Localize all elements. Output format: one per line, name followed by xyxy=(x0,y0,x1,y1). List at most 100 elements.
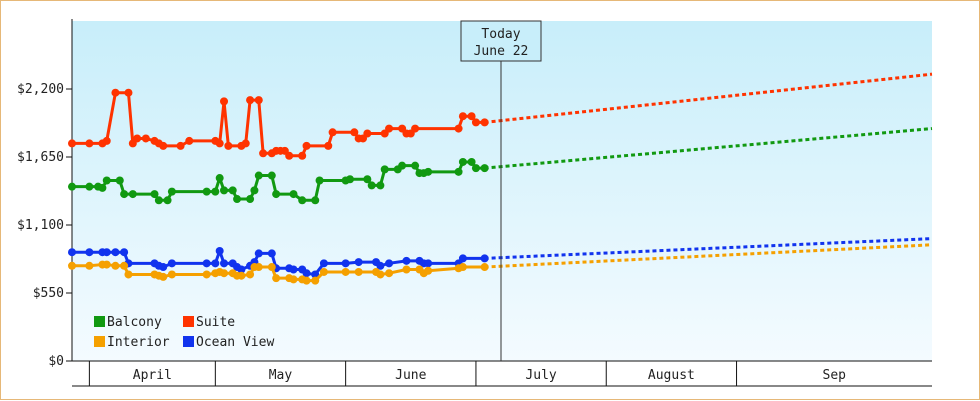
data-point xyxy=(102,176,111,185)
data-point xyxy=(85,261,94,270)
series-group xyxy=(68,72,933,285)
data-point xyxy=(159,263,168,272)
data-point xyxy=(128,190,137,199)
data-point xyxy=(467,157,476,166)
legend-label: Interior xyxy=(107,335,170,350)
legend-label: Ocean View xyxy=(196,335,274,350)
legend-label: Balcony xyxy=(107,315,162,330)
data-point xyxy=(376,270,385,279)
today-box xyxy=(460,20,542,62)
forecast-line xyxy=(484,127,933,170)
data-point xyxy=(176,141,185,150)
data-point xyxy=(120,248,129,257)
data-point xyxy=(302,141,311,150)
legend-swatch xyxy=(183,336,194,347)
data-point xyxy=(319,259,328,268)
data-point xyxy=(220,269,229,278)
y-tick-label: $550 xyxy=(33,286,64,301)
data-point xyxy=(102,248,111,257)
data-point xyxy=(311,196,320,205)
legend-swatch xyxy=(94,316,105,327)
data-point xyxy=(202,187,211,196)
today-marker: Today June 22 xyxy=(460,20,542,361)
data-point xyxy=(328,128,337,137)
data-point xyxy=(311,270,320,279)
data-point xyxy=(246,96,255,105)
data-point xyxy=(68,139,76,148)
data-point xyxy=(124,270,133,279)
legend-swatch xyxy=(183,316,194,327)
data-point xyxy=(385,124,394,133)
data-point xyxy=(102,136,111,145)
data-point xyxy=(150,190,159,199)
data-point xyxy=(215,246,224,255)
data-point xyxy=(363,175,372,184)
data-point xyxy=(154,196,163,205)
data-point xyxy=(220,97,229,106)
data-point xyxy=(85,248,94,257)
data-point xyxy=(267,171,276,180)
data-point xyxy=(246,195,255,204)
month-label: July xyxy=(525,368,556,383)
data-point xyxy=(250,186,259,195)
y-tick-label: $2,200 xyxy=(17,82,64,97)
data-point xyxy=(411,124,420,133)
data-point xyxy=(215,174,224,183)
data-point xyxy=(111,88,120,97)
data-point xyxy=(224,141,233,150)
forecast-line xyxy=(484,243,933,269)
month-label: April xyxy=(133,368,172,383)
data-point xyxy=(111,261,120,270)
x-axis: April May June July August Sep xyxy=(72,361,932,387)
data-point xyxy=(220,186,229,195)
data-point xyxy=(159,272,168,281)
data-point xyxy=(68,248,76,257)
data-point xyxy=(241,139,250,148)
data-point xyxy=(68,261,76,270)
today-label: Today xyxy=(481,27,520,42)
data-point xyxy=(354,258,363,267)
data-point xyxy=(471,118,480,127)
data-point xyxy=(85,182,94,191)
data-point xyxy=(102,260,111,269)
month-label: Sep xyxy=(823,368,847,383)
data-point xyxy=(398,161,407,170)
data-point xyxy=(133,134,142,143)
data-point xyxy=(402,265,411,274)
data-point xyxy=(115,176,124,185)
data-point xyxy=(424,266,433,275)
data-point xyxy=(167,187,176,196)
data-point xyxy=(402,256,411,265)
data-point xyxy=(98,183,107,192)
data-point xyxy=(302,269,311,278)
data-point xyxy=(220,259,229,268)
data-point xyxy=(254,263,263,272)
data-point xyxy=(298,151,307,160)
data-point xyxy=(385,269,394,278)
data-point xyxy=(298,196,307,205)
data-point xyxy=(471,164,480,173)
data-point xyxy=(324,141,333,150)
data-point xyxy=(424,167,433,176)
data-point xyxy=(302,276,311,285)
data-point xyxy=(467,112,476,121)
data-point xyxy=(141,134,150,143)
data-point xyxy=(211,259,220,268)
data-point xyxy=(454,124,463,133)
data-point xyxy=(458,157,467,166)
data-point xyxy=(233,195,242,204)
data-point xyxy=(237,271,246,280)
data-point xyxy=(254,171,263,180)
data-point xyxy=(315,176,324,185)
data-point xyxy=(167,270,176,279)
data-point xyxy=(319,267,328,276)
legend-label: Suite xyxy=(196,315,235,330)
data-point xyxy=(211,187,220,196)
legend-swatch xyxy=(94,336,105,347)
data-point xyxy=(289,190,298,199)
data-point xyxy=(111,248,120,257)
data-point xyxy=(454,167,463,176)
data-point xyxy=(185,136,194,145)
